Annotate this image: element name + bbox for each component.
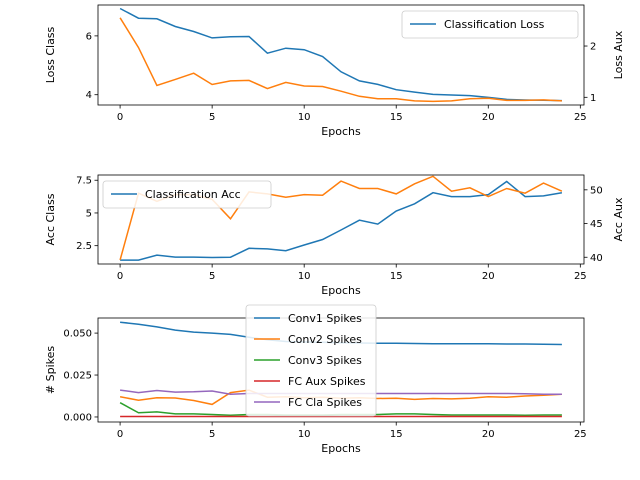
x-tick-label: 25 xyxy=(574,271,587,282)
y-tick-label: 5 xyxy=(86,208,92,219)
x-tick-label: 5 xyxy=(209,112,215,123)
y-axis-label: Loss Class xyxy=(44,26,57,83)
legend-label: Conv1 Spikes xyxy=(288,312,362,325)
series-line-classification-loss xyxy=(119,7,562,102)
series-line-aux-1 xyxy=(119,17,562,103)
y-right-axis-label: Loss Aux xyxy=(612,30,625,79)
y-tick-label: 7.5 xyxy=(76,176,92,187)
y-axis-label: # Spikes xyxy=(44,346,57,394)
x-tick-label: 15 xyxy=(390,271,403,282)
y-tick-label: 4 xyxy=(86,90,92,101)
legend-box xyxy=(401,10,579,39)
x-tick-label: 0 xyxy=(117,112,123,123)
legend-box xyxy=(245,304,377,417)
subplot-3: 0 5 10 15 20 25 0.000 0.025 0.050 Epochs # Spikes C… xyxy=(44,304,587,455)
y-tick-label: 0.050 xyxy=(63,329,92,340)
axes-frame xyxy=(97,174,585,265)
y-tick-label: 0.000 xyxy=(63,412,92,423)
y-right-tick-label: 45 xyxy=(590,219,603,230)
y-axis-label: Acc Class xyxy=(44,193,57,245)
x-tick-label: 0 xyxy=(117,429,123,440)
x-tick-label: 20 xyxy=(482,429,495,440)
legend-box xyxy=(102,180,272,209)
y-right-tick-label: 1 xyxy=(590,93,596,104)
x-axis-label: Epochs xyxy=(321,442,361,455)
legend-label: FC Aux Spikes xyxy=(288,375,366,388)
x-axis-label: Epochs xyxy=(321,284,361,297)
axes-frame xyxy=(97,4,585,106)
x-tick-label: 5 xyxy=(209,429,215,440)
y-tick-label: 2.5 xyxy=(76,241,92,252)
x-tick-label: 25 xyxy=(574,112,587,123)
legend-label: Classification Acc xyxy=(145,188,241,201)
x-axis-label: Epochs xyxy=(321,125,361,138)
legend-label: FC Cla Spikes xyxy=(288,396,362,409)
x-tick-label: 25 xyxy=(574,429,587,440)
subplot-1: 0 5 10 15 20 25 4 6 1 2 Epochs Loss Class Loss Aux Cl… xyxy=(44,4,625,138)
y-right-tick-label: 40 xyxy=(590,253,603,264)
x-tick-label: 10 xyxy=(298,112,311,123)
y-tick-label: 6 xyxy=(86,31,92,42)
legend: Classification Loss xyxy=(401,10,579,39)
legend-label: Classification Loss xyxy=(444,18,545,31)
x-tick-label: 20 xyxy=(482,271,495,282)
y-right-axis-label: Acc Aux xyxy=(612,197,625,241)
x-tick-label: 0 xyxy=(117,271,123,282)
legend-label: Conv3 Spikes xyxy=(288,354,362,367)
subplot-2: 0 5 10 15 20 25 2.5 5 7.5 40 45 50 Epochs Acc Class Ac… xyxy=(44,174,625,297)
y-right-tick-label: 2 xyxy=(590,42,596,53)
legend-label: Conv2 Spikes xyxy=(288,333,362,346)
x-tick-label: 15 xyxy=(390,429,403,440)
x-tick-label: 10 xyxy=(298,429,311,440)
legend: Conv1 Spikes Conv2 Spikes Conv3 Spikes FC A… xyxy=(245,304,377,417)
x-tick-label: 10 xyxy=(298,271,311,282)
y-right-tick-label: 50 xyxy=(590,185,603,196)
x-tick-label: 20 xyxy=(482,112,495,123)
series-line-classification-acc xyxy=(120,180,563,261)
legend: Classification Acc xyxy=(102,180,272,209)
x-tick-label: 15 xyxy=(390,112,403,123)
x-tick-label: 5 xyxy=(209,271,215,282)
y-tick-label: 0.025 xyxy=(63,371,92,382)
